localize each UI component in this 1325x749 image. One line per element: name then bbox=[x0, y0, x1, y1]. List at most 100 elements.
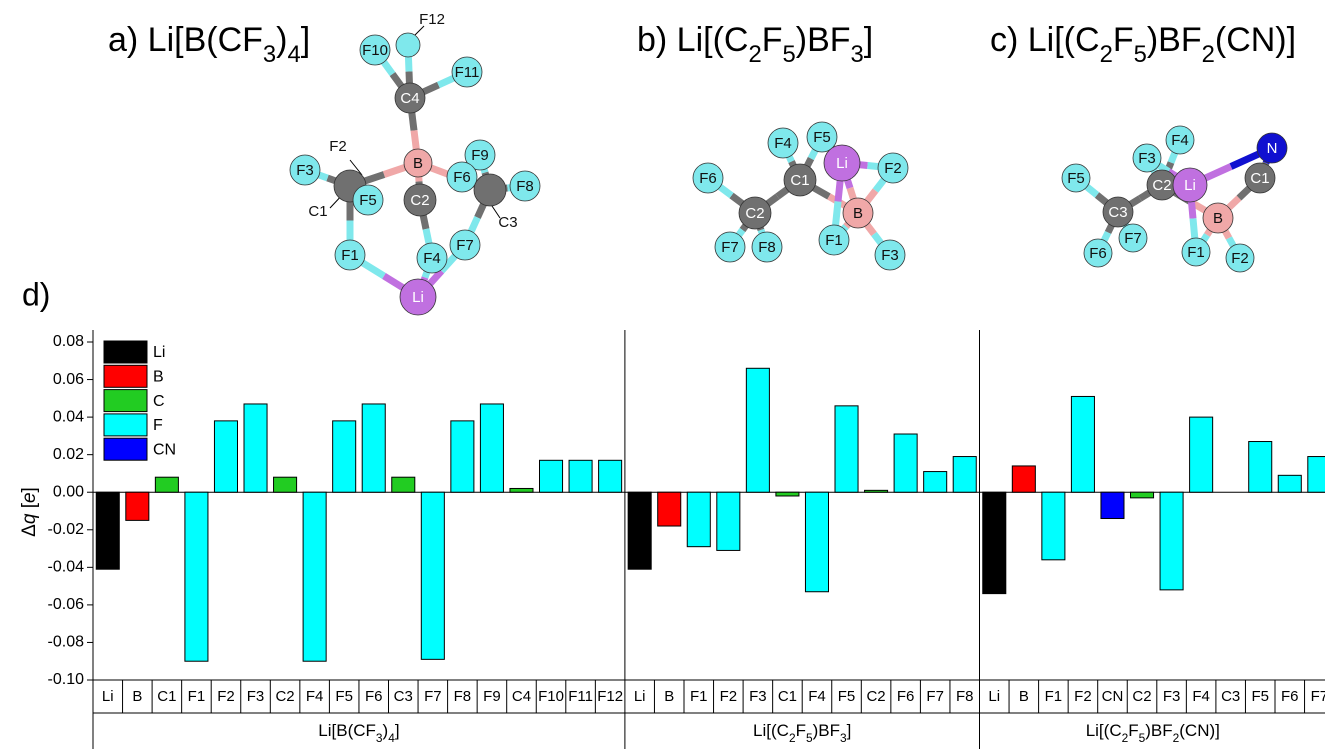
bar bbox=[362, 404, 385, 492]
atom-label: F3 bbox=[296, 162, 314, 179]
bar bbox=[451, 421, 474, 492]
atom-label: F3 bbox=[881, 247, 899, 264]
bar bbox=[865, 490, 888, 492]
atom-label: F10 bbox=[362, 42, 388, 59]
y-axis-label: Δq [e] bbox=[19, 487, 40, 537]
atom-label: C2 bbox=[745, 205, 764, 222]
bar bbox=[392, 477, 415, 492]
x-tick-label: F1 bbox=[188, 688, 206, 705]
atom-label: F7 bbox=[456, 237, 474, 254]
bar bbox=[924, 472, 947, 493]
x-tick-label: F7 bbox=[926, 688, 944, 705]
x-tick-label: B bbox=[664, 688, 674, 705]
molecule-title-part: 2 bbox=[1100, 41, 1113, 68]
atom-label: F12 bbox=[419, 11, 445, 28]
x-tick-label: F1 bbox=[690, 688, 708, 705]
atom-label: F1 bbox=[825, 232, 843, 249]
molecule-title-part: ] bbox=[301, 21, 310, 59]
molecule-title-part: )BF bbox=[796, 21, 851, 59]
molecule-title-part: 5 bbox=[783, 41, 796, 68]
bar bbox=[953, 457, 976, 493]
y-tick-label: -0.02 bbox=[48, 521, 85, 538]
bar bbox=[1101, 492, 1124, 518]
atom-label: F2 bbox=[884, 160, 902, 177]
bar bbox=[805, 492, 828, 592]
molecule-title-part: b) Li[(C bbox=[637, 21, 748, 59]
x-tick-label: C1 bbox=[157, 688, 176, 705]
bar bbox=[746, 368, 769, 492]
x-tick-label: F3 bbox=[749, 688, 767, 705]
atom-label: C3 bbox=[1108, 204, 1127, 221]
atom-label: C3 bbox=[498, 214, 517, 231]
atom-label: F9 bbox=[471, 147, 489, 164]
x-tick-label: C1 bbox=[778, 688, 797, 705]
legend-swatch bbox=[104, 365, 147, 387]
bar bbox=[1308, 457, 1325, 493]
y-tick-label: 0.00 bbox=[53, 483, 84, 500]
bar bbox=[569, 460, 592, 492]
x-tick-label: F8 bbox=[454, 688, 472, 705]
bar bbox=[185, 492, 208, 661]
atom-label: F6 bbox=[699, 170, 717, 187]
atom-label: F8 bbox=[758, 239, 776, 256]
y-tick-label: -0.06 bbox=[48, 596, 85, 613]
molecule-title: c) Li[(C2F5)BF2(CN)] bbox=[990, 21, 1296, 68]
y-tick-label: -0.04 bbox=[48, 559, 85, 576]
molecule-title-part: 2 bbox=[1202, 41, 1215, 68]
molecule-title-part: 2 bbox=[748, 41, 761, 68]
x-tick-label: F2 bbox=[217, 688, 235, 705]
x-tick-label: F3 bbox=[1163, 688, 1181, 705]
legend-label: F bbox=[153, 417, 163, 434]
bar bbox=[1012, 466, 1035, 492]
atom-label: F8 bbox=[516, 178, 534, 195]
atom-label: F7 bbox=[721, 239, 739, 256]
y-tick-label: -0.08 bbox=[48, 634, 85, 651]
bar bbox=[214, 421, 237, 492]
atom-label: C2 bbox=[1152, 177, 1171, 194]
bar bbox=[1160, 492, 1183, 590]
panel-label: d) bbox=[22, 276, 50, 312]
molecule-title: b) Li[(C2F5)BF3] bbox=[637, 21, 873, 68]
atom-label: C1 bbox=[1250, 170, 1269, 187]
x-tick-label: B bbox=[1019, 688, 1029, 705]
group-label-part: Li[B(CF bbox=[318, 721, 376, 740]
bar bbox=[244, 404, 267, 492]
molecule-title-part: ) bbox=[276, 21, 287, 59]
legend-swatch bbox=[104, 438, 147, 460]
x-tick-label: F4 bbox=[1192, 688, 1210, 705]
atom-label: Li bbox=[836, 155, 848, 172]
atom-label: F6 bbox=[1089, 245, 1107, 262]
atom-label: F4 bbox=[423, 250, 441, 267]
molecule-title-part: a) Li[B(CF bbox=[108, 21, 263, 59]
bar bbox=[776, 492, 799, 496]
bar bbox=[96, 492, 119, 569]
atom-label: B bbox=[413, 155, 423, 172]
x-tick-label: F7 bbox=[424, 688, 442, 705]
atom bbox=[474, 174, 506, 206]
x-tick-label: F6 bbox=[1281, 688, 1299, 705]
molecule-title-part: (CN)] bbox=[1215, 21, 1296, 59]
legend-label: B bbox=[153, 369, 164, 386]
legend-swatch bbox=[104, 341, 147, 363]
legend-label: C bbox=[153, 393, 165, 410]
atom-label: F4 bbox=[1171, 132, 1189, 149]
group-label-part: F bbox=[1128, 721, 1138, 740]
group-label-part: )BF bbox=[813, 721, 840, 740]
bar bbox=[510, 488, 533, 492]
x-tick-label: C2 bbox=[866, 688, 885, 705]
atom-label: F1 bbox=[1187, 244, 1205, 261]
bar bbox=[835, 406, 858, 492]
bar bbox=[274, 477, 297, 492]
x-tick-label: F1 bbox=[1045, 688, 1063, 705]
x-tick-label: F2 bbox=[1074, 688, 1092, 705]
group-label-part: F bbox=[796, 721, 806, 740]
bar bbox=[628, 492, 651, 569]
bar bbox=[717, 492, 740, 550]
bar bbox=[983, 492, 1006, 593]
x-tick-label: F4 bbox=[306, 688, 324, 705]
x-tick-label: F5 bbox=[838, 688, 856, 705]
bar bbox=[303, 492, 326, 661]
x-tick-label: F7 bbox=[1311, 688, 1325, 705]
bar bbox=[480, 404, 503, 492]
x-tick-label: B bbox=[132, 688, 142, 705]
